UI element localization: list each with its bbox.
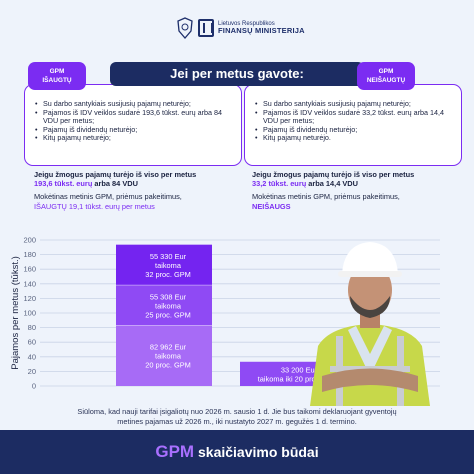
- y-tick-label: 0: [32, 382, 36, 391]
- bar-data-label: 20 proc. GPM: [145, 361, 191, 370]
- list-item: Pajamos iš IDV veiklos sudarė 193,6 tūks…: [35, 108, 235, 126]
- bar-segment: [116, 325, 212, 386]
- summary-line1: Jeigu žmogus pajamų turėjo iš viso per m…: [252, 170, 415, 179]
- footnote: Siūloma, kad nauji tarifai įsigaliotų nu…: [12, 407, 462, 426]
- bar-data-label: taikoma: [155, 352, 182, 361]
- left-case-box: Su darbo santykiais susijusių pajamų net…: [24, 84, 242, 166]
- list-item: Su darbo santykiais susijusių pajamų net…: [35, 99, 235, 109]
- summary-result: NEIŠAUGS: [252, 201, 291, 211]
- pill-gpm-increased: GPM IŠAUGTŲ: [28, 62, 86, 90]
- bar-segment: [116, 244, 212, 286]
- pill-line: GPM: [49, 68, 65, 75]
- y-tick-label: 140: [23, 279, 36, 288]
- y-tick-label: 160: [23, 265, 36, 274]
- pill-line: IŠAUGTŲ: [42, 77, 72, 84]
- org-line1: Lietuvos Respublikos: [218, 20, 275, 27]
- summary-line3: Mokėtinas metinis GPM, priėmus pakeitimu…: [252, 192, 400, 202]
- left-summary: Jeigu žmogus pajamų turėjo iš viso per m…: [34, 170, 254, 211]
- list-item: Kitų pajamų neturėjo;: [35, 134, 235, 143]
- summary-amount-suffix: arba 14,4 VDU: [306, 179, 358, 189]
- construction-worker-image: [310, 242, 430, 406]
- footer-gpm: GPM: [155, 442, 195, 461]
- bar-data-label: taikoma iki 20 proc. GPM: [258, 374, 341, 383]
- ministry-mark-icon: [198, 19, 214, 37]
- summary-amount: 33,2 tūkst. eurų: [252, 179, 307, 189]
- right-summary: Jeigu žmogus pajamų turėjo iš viso per m…: [252, 170, 472, 211]
- pill-line: GPM: [378, 68, 394, 75]
- footer-rest: skaičiavimo būdai: [194, 444, 319, 460]
- bar-segment: [116, 285, 212, 326]
- y-tick-label: 60: [28, 338, 36, 347]
- y-tick-label: 80: [28, 323, 36, 332]
- summary-result: IŠAUGTŲ 19,1 tūkst. eurų per metus: [34, 201, 155, 211]
- right-case-box: Su darbo santykiais susijusių pajamų net…: [244, 84, 462, 166]
- bar-data-label: taikoma: [155, 261, 182, 270]
- list-item: Kitų pajamų neturėjo.: [255, 134, 455, 143]
- y-tick-label: 200: [23, 236, 36, 245]
- bar-data-label: 82 962 Eur: [150, 343, 187, 352]
- banner-title: Jei per metus gavote:: [110, 62, 364, 86]
- y-tick-label: 20: [28, 367, 36, 376]
- summary-line3: Mokėtinas metinis GPM, priėmus pakeitimu…: [34, 192, 182, 202]
- ministry-logo: Lietuvos Respublikos FINANSŲ MINISTERIJA: [176, 17, 305, 39]
- summary-amount-suffix: arba 84 VDU: [92, 179, 138, 189]
- pill-gpm-not-increased: GPM NEIŠAUGTŲ: [357, 62, 415, 90]
- bar-data-label: 33 200 Eur: [281, 365, 318, 374]
- bar-data-label: taikoma: [155, 301, 182, 310]
- coat-of-arms-icon: [177, 17, 193, 39]
- pill-line: NEIŠAUGTŲ: [366, 77, 406, 84]
- y-axis-label: Pajamos per metus (tūkst.): [10, 256, 21, 370]
- summary-amount: 193,6 tūkst. eurų: [34, 179, 93, 189]
- y-tick-label: 120: [23, 294, 36, 303]
- footer-title: GPM skaičiavimo būdai: [0, 430, 474, 474]
- y-tick-label: 100: [23, 309, 36, 318]
- org-line2: FINANSŲ MINISTERIJA: [218, 26, 305, 36]
- y-tick-label: 40: [28, 352, 36, 361]
- y-tick-label: 180: [23, 250, 36, 259]
- bar-data-label: 32 proc. GPM: [145, 270, 191, 279]
- list-item: Pajamų iš dividendų neturėjo;: [35, 125, 235, 135]
- list-item: Pajamos iš IDV veiklos sudarė 33,2 tūkst…: [255, 108, 455, 126]
- summary-line1: Jeigu žmogus pajamų turėjo iš viso per m…: [34, 170, 197, 179]
- footnote-line1: Siūloma, kad nauji tarifai įsigaliotų nu…: [77, 407, 397, 416]
- footnote-line2: metines pajamas už 2026 m., iki nustatyt…: [117, 416, 357, 426]
- list-item: Su darbo santykiais susijusių pajamų net…: [255, 99, 455, 109]
- bar-data-label: 25 proc. GPM: [145, 310, 191, 319]
- bar-data-label: 55 308 Eur: [150, 292, 187, 301]
- list-item: Pajamų iš dividendų neturėjo;: [255, 125, 455, 135]
- bar-data-label: 55 330 Eur: [150, 252, 187, 261]
